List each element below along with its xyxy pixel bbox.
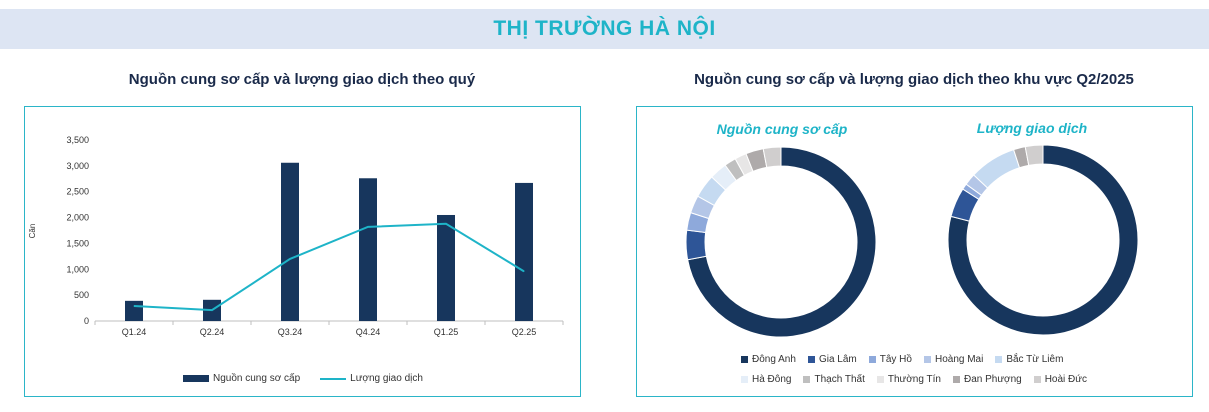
- x-tick-label: Q3.24: [278, 327, 303, 337]
- donut-legend-item: Đông Anh: [741, 354, 796, 365]
- y-tick-label: 1,000: [66, 264, 89, 274]
- donut-legend-item: Hà Đông: [741, 374, 791, 385]
- donut-legend-item: Tây Hồ: [868, 354, 912, 365]
- donut-slice: [685, 229, 707, 261]
- legend-label-supply: Nguồn cung sơ cấp: [213, 373, 301, 384]
- bar-supply: [515, 182, 533, 321]
- donut-chart-title: Nguồn cung sơ cấp và lượng giao dịch the…: [694, 71, 1134, 88]
- x-tick-label: Q1.24: [122, 327, 147, 337]
- donut-slice: [1024, 144, 1044, 166]
- donut-legend-item: Hoàng Mai: [923, 354, 984, 365]
- y-tick-label: 500: [74, 290, 89, 300]
- donut-title-transactions: Lượng giao dịch: [976, 120, 1088, 136]
- header-banner: THỊ TRƯỜNG HÀ NỘI: [0, 9, 1209, 49]
- donut-legend-item: Thường Tín: [876, 374, 941, 385]
- bar-supply: [125, 300, 143, 321]
- x-tick-label: Q2.25: [512, 327, 537, 337]
- bar-supply: [281, 162, 299, 321]
- legend-swatch: [807, 356, 815, 363]
- donut-slice: [947, 144, 1139, 336]
- donut-legend-row-1: Đông Anh Gia Lâm Tây Hồ Hoàng Mai Bắc Từ Liê…: [741, 354, 1075, 365]
- bar-chart: Căn 0 500 1,000 1,500 2,000 2,500 3,000 3,500 Q1.…: [28, 135, 564, 337]
- legend-swatch: [741, 356, 748, 363]
- line-point: [133, 305, 135, 307]
- bar-chart-legend: Nguồn cung sơ cấp Lượng giao dịch: [183, 373, 423, 384]
- bar-supply: [359, 178, 377, 321]
- donut-legend-item: Gia Lâm: [807, 354, 857, 365]
- donut-title-supply: Nguồn cung sơ cấp: [716, 121, 848, 137]
- x-tick-label: Q4.24: [356, 327, 381, 337]
- legend-label: Hoài Đức: [1044, 374, 1087, 385]
- legend-swatch: [1033, 376, 1041, 383]
- y-tick-label: 2,000: [66, 213, 89, 223]
- y-tick-label: 3,500: [66, 135, 89, 145]
- donut-legend-item: Hoài Đức: [1033, 374, 1087, 385]
- donut-legend-item: Đan Phượng: [952, 374, 1022, 385]
- legend-label: Hoàng Mai: [934, 354, 984, 365]
- y-tick-label: 3,000: [66, 161, 89, 171]
- legend-swatch: [868, 356, 876, 363]
- line-point: [445, 223, 447, 225]
- donut-legend-item: Bắc Từ Liêm: [995, 354, 1063, 365]
- legend-swatch: [995, 356, 1003, 363]
- bar-supply: [437, 214, 455, 321]
- legend-swatch: [803, 376, 811, 383]
- legend-label: Thạch Thất: [814, 374, 865, 385]
- donut-slice: [687, 146, 877, 338]
- page-title: THỊ TRƯỜNG HÀ NỘI: [493, 17, 716, 40]
- y-axis-label: Căn: [28, 224, 37, 239]
- legend-swatch: [741, 376, 748, 383]
- donut-charts: [685, 144, 1139, 338]
- legend-label: Tây Hồ: [879, 354, 912, 365]
- legend-label: Đông Anh: [752, 354, 796, 365]
- donut-legend-item: Thạch Thất: [803, 374, 865, 385]
- line-point: [289, 258, 291, 260]
- line-point: [523, 270, 525, 272]
- donut-slice: [762, 146, 782, 168]
- donut-chart-panel: Nguồn cung sơ cấp Lượng giao dịch Đông A…: [636, 106, 1193, 397]
- legend-label: Hà Đông: [752, 374, 792, 385]
- legend-swatch-transactions: [320, 377, 347, 380]
- legend-label: Gia Lâm: [818, 354, 857, 365]
- line-point: [367, 226, 369, 228]
- legend-swatch: [952, 376, 960, 383]
- legend-label-transactions: Lượng giao dịch: [350, 373, 423, 384]
- legend-swatch-supply: [183, 375, 209, 382]
- line-transactions: [133, 222, 525, 312]
- y-tick-label: 1,500: [66, 238, 89, 248]
- bar-chart-panel: Căn 0 500 1,000 1,500 2,000 2,500 3,000 3,500 Q1.…: [24, 106, 581, 397]
- y-tick-label: 2,500: [66, 187, 89, 197]
- legend-label: Bắc Từ Liêm: [1006, 354, 1064, 365]
- bar-chart-title: Nguồn cung sơ cấp và lượng giao dịch the…: [128, 71, 476, 88]
- x-tick-label: Q1.25: [434, 327, 459, 337]
- legend-label: Thường Tín: [887, 374, 941, 385]
- x-tick-label: Q2.24: [200, 327, 225, 337]
- legend-swatch: [876, 376, 884, 383]
- donut-legend-row-2: Hà Đông Thạch Thất Thường Tín Đan Phượng Hoà…: [741, 374, 1099, 385]
- line-point: [211, 309, 213, 311]
- y-tick-label: 0: [84, 316, 89, 326]
- legend-label: Đan Phượng: [963, 374, 1022, 385]
- legend-swatch: [923, 356, 931, 363]
